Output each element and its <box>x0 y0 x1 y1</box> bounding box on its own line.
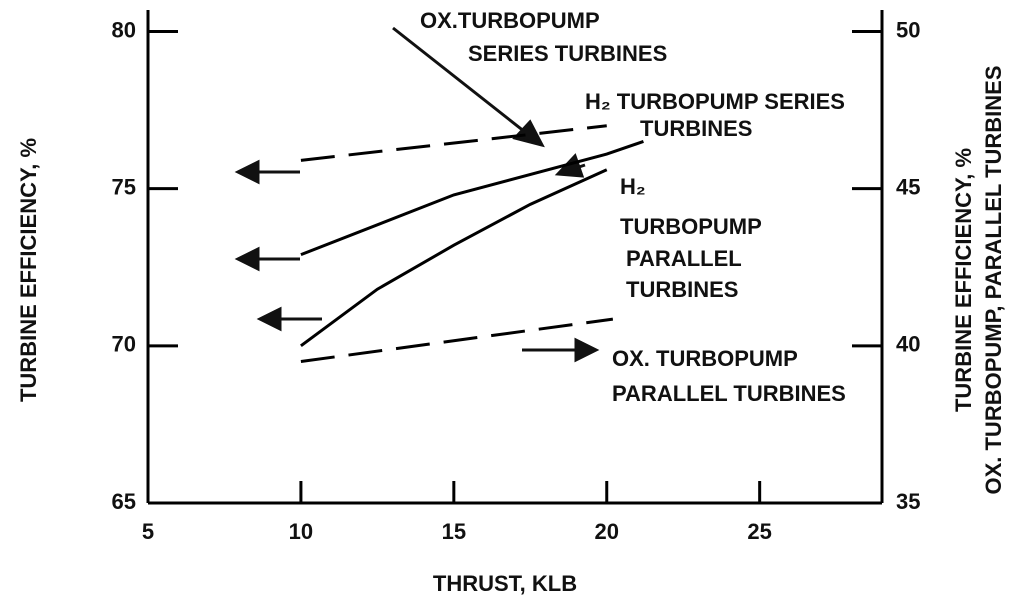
series-label: H₂ TURBOPUMP SERIES <box>585 89 845 114</box>
series-label: H₂ <box>620 174 646 199</box>
y-tick-label: 75 <box>112 174 136 199</box>
y2-axis-label: OX. TURBOPUMP, PARALLEL TURBINES <box>981 65 1006 494</box>
y2-tick-label: 45 <box>896 174 920 199</box>
x-tick-label: 10 <box>289 519 313 544</box>
x-tick-label: 25 <box>747 519 771 544</box>
x-tick-label: 15 <box>442 519 466 544</box>
x-tick-label: 20 <box>595 519 619 544</box>
series-label: OX. TURBOPUMP <box>612 346 798 371</box>
series-label: SERIES TURBINES <box>468 41 667 66</box>
x-axis-label: THRUST, KLB <box>433 571 577 596</box>
series-line <box>300 140 644 257</box>
series-line <box>300 124 607 162</box>
y-tick-label: 65 <box>112 489 136 514</box>
series-label: PARALLEL TURBINES <box>612 381 846 406</box>
series-label: TURBOPUMP <box>620 214 762 239</box>
y2-tick-label: 50 <box>896 17 920 42</box>
series-line <box>300 168 608 348</box>
y2-tick-label: 35 <box>896 489 920 514</box>
y2-tick-label: 40 <box>896 332 920 357</box>
y2-axis-label: TURBINE EFFICIENCY, % <box>951 148 976 412</box>
series-label: TURBINES <box>640 116 752 141</box>
x-tick-label: 5 <box>142 519 154 544</box>
y-tick-label: 70 <box>112 332 136 357</box>
series-label: PARALLEL <box>626 246 742 271</box>
y-axis-label: TURBINE EFFICIENCY, % <box>16 138 41 402</box>
y-tick-label: 80 <box>112 17 136 42</box>
series-label: TURBINES <box>626 277 738 302</box>
series-line <box>300 317 614 364</box>
series-label: OX.TURBOPUMP <box>420 8 600 33</box>
arrows <box>234 26 600 363</box>
